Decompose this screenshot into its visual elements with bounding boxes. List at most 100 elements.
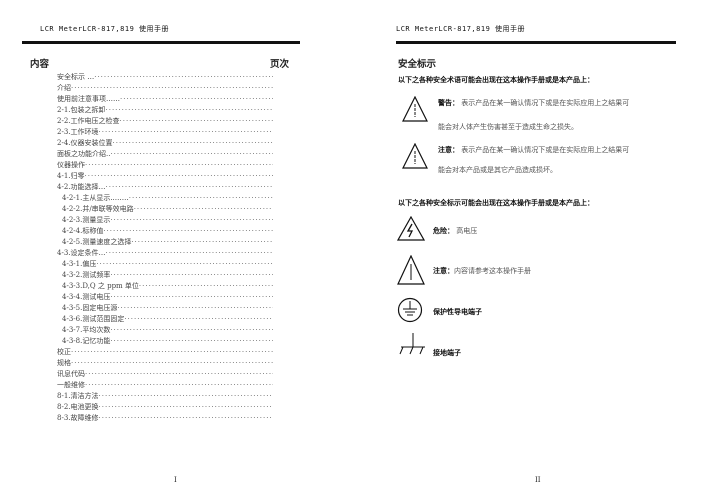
toc-leader-dots: [129, 193, 273, 204]
toc-entry-title: 4-2-5.测量速度之选择: [62, 238, 132, 246]
toc-entry-title: 4-2-2.并/串联等效电路: [62, 205, 134, 213]
toc-leader-dots: [124, 314, 273, 325]
toc-entry[interactable]: 4-3-6.测试范围固定: [57, 314, 273, 325]
caution-triangle-icon: [402, 143, 428, 169]
toc-entry-title: 面板之功能介绍..: [57, 150, 111, 158]
toc-entry-title: 校正: [57, 348, 71, 356]
toc-entry-title: 规格: [57, 359, 71, 367]
toc-entry[interactable]: 4-3-4.测试电压: [57, 292, 273, 303]
toc-leader-dots: [110, 292, 273, 303]
toc-entry[interactable]: 2-2.工作电压之检查: [57, 116, 273, 127]
danger-label: 危险：: [433, 227, 454, 235]
toc-leader-dots: [131, 237, 273, 248]
header-rule: [22, 41, 300, 44]
toc-entry[interactable]: 4-3-5.固定电压源: [57, 303, 273, 314]
toc-entry[interactable]: 4-3.设定条件…: [57, 248, 273, 259]
toc-entry[interactable]: 4-3-3.D,Q 之 ppm 单位: [57, 281, 273, 292]
toc-entry[interactable]: 规格: [57, 358, 273, 369]
toc-entry[interactable]: 4-3-1.偏压: [57, 259, 273, 270]
toc-entry[interactable]: 面板之功能介绍..: [57, 149, 273, 160]
toc-entry[interactable]: 4-3-7.平均次数: [57, 325, 273, 336]
toc-entry[interactable]: 4-3-8.记忆功能: [57, 336, 273, 347]
toc-entry[interactable]: 使用前注意事项……: [57, 94, 273, 105]
toc-entry[interactable]: 4-2-5.测量速度之选择: [57, 237, 273, 248]
toc-entry[interactable]: 8-2.电池更换: [57, 402, 273, 413]
toc-entry-title: 4-3.设定条件…: [57, 249, 106, 257]
toc-entry-title: 2-1.包装之拆卸: [57, 106, 106, 114]
toc-entry-title: 4-3-2.测试频率: [62, 271, 111, 279]
toc-leader-dots: [134, 204, 273, 215]
toc-entry[interactable]: 2-4.仪器安装位置: [57, 138, 273, 149]
toc-entry-title: 8-3.故障维修: [57, 414, 99, 422]
toc-entry[interactable]: 仪器操作: [57, 160, 273, 171]
toc-leader-dots: [71, 347, 273, 358]
high-voltage-icon: [397, 216, 425, 241]
toc-entry-title: 4-3-8.记忆功能: [62, 337, 111, 345]
toc-entry[interactable]: 校正: [57, 347, 273, 358]
toc-leader-dots: [99, 391, 274, 402]
toc-leader-dots: [110, 270, 273, 281]
intro-terms: 以下之各种安全术语可能会出现在这本操作手册或是本产品上：: [398, 76, 594, 84]
toc-leader-dots: [110, 336, 273, 347]
warning-text-cont: 能会对人体产生伤害甚至于造成生命之损失。: [438, 123, 578, 131]
toc-entry[interactable]: 4-2.功能选择…: [57, 182, 273, 193]
toc-leader-dots: [110, 325, 273, 336]
toc-leader-dots: [113, 138, 274, 149]
toc-entry-title: 一般维修: [57, 381, 85, 389]
toc-entry[interactable]: 4-2-2.并/串联等效电路: [57, 204, 273, 215]
toc-entry-title: 8-2.电池更换: [57, 403, 99, 411]
toc-entry-title: 4-3-6.测试范围固定: [62, 315, 125, 323]
toc-entry[interactable]: 8-3.故障维修: [57, 413, 273, 424]
toc-entry-title: 4-3-1.偏压: [62, 260, 97, 268]
toc-entry[interactable]: 4-2-1.主从显示..……: [57, 193, 273, 204]
toc-entry-title: 介绍: [57, 84, 71, 92]
toc-entry[interactable]: 安全标示 …: [57, 72, 273, 83]
toc-entry-title: 讯息代码: [57, 370, 85, 378]
toc-entry-title: 2-3.工作环境: [57, 128, 99, 136]
toc-entry[interactable]: 4-3-2.测试频率: [57, 270, 273, 281]
toc-entry-title: 仪器操作: [57, 161, 85, 169]
header-rule: [396, 41, 676, 44]
toc-entry[interactable]: 介绍: [57, 83, 273, 94]
left-header: LCR MeterLCR-817,819 使用手册: [40, 25, 170, 33]
ground-terminal-icon: [399, 333, 425, 355]
toc-leader-dots: [139, 281, 273, 292]
toc-entry[interactable]: 2-3.工作环境: [57, 127, 273, 138]
toc-entry[interactable]: 一般维修: [57, 380, 273, 391]
caution-label: 注意：: [438, 146, 459, 154]
toc-entry-title: 4-2-3.测量显示: [62, 216, 111, 224]
toc-entry[interactable]: 4-2-4.标称值: [57, 226, 273, 237]
caution-text-cont: 能会对本产品或是其它产品造成损坏。: [438, 166, 557, 174]
toc-leader-dots: [106, 182, 274, 193]
toc-entry[interactable]: 8-1.清洁方法: [57, 391, 273, 402]
toc-entry-title: 4-3-3.D,Q 之 ppm 单位: [62, 282, 139, 290]
toc-leader-dots: [110, 149, 273, 160]
toc-entry-title: 4-2-1.主从显示..……: [62, 194, 129, 202]
toc-entry[interactable]: 4-1.归零: [57, 171, 273, 182]
attention-triangle-icon: [397, 255, 425, 285]
toc-leader-dots: [110, 215, 273, 226]
toc-entry-title: 安全标示 …: [57, 73, 95, 81]
toc-entry-title: 2-4.仪器安装位置: [57, 139, 113, 147]
toc-leader-dots: [106, 105, 274, 116]
right-header: LCR MeterLCR-817,819 使用手册: [396, 25, 526, 33]
toc-leader-dots: [85, 171, 274, 182]
toc-entry-title: 4-3-7.平均次数: [62, 326, 111, 334]
toc-entry[interactable]: 4-2-3.测量显示: [57, 215, 273, 226]
toc-entry-title: 使用前注意事项……: [57, 95, 120, 103]
ground-label: 接地端子: [433, 349, 461, 357]
toc-leader-dots: [106, 248, 274, 259]
toc-leader-dots: [71, 358, 273, 369]
toc-leader-dots: [99, 127, 274, 138]
page-number: II: [535, 476, 541, 484]
toc-leader-dots: [117, 303, 273, 314]
toc-leader-dots: [71, 83, 273, 94]
page-column-heading: 页次: [270, 59, 290, 70]
toc-entry[interactable]: 讯息代码: [57, 369, 273, 380]
protective-ground-label: 保护性导电端子: [433, 308, 482, 316]
contents-heading: 内容: [30, 59, 50, 70]
toc-entry-title: 4-2.功能选择…: [57, 183, 106, 191]
toc-entry[interactable]: 2-1.包装之拆卸: [57, 105, 273, 116]
toc-leader-dots: [85, 369, 273, 380]
attention-label: 注意：: [433, 267, 454, 275]
